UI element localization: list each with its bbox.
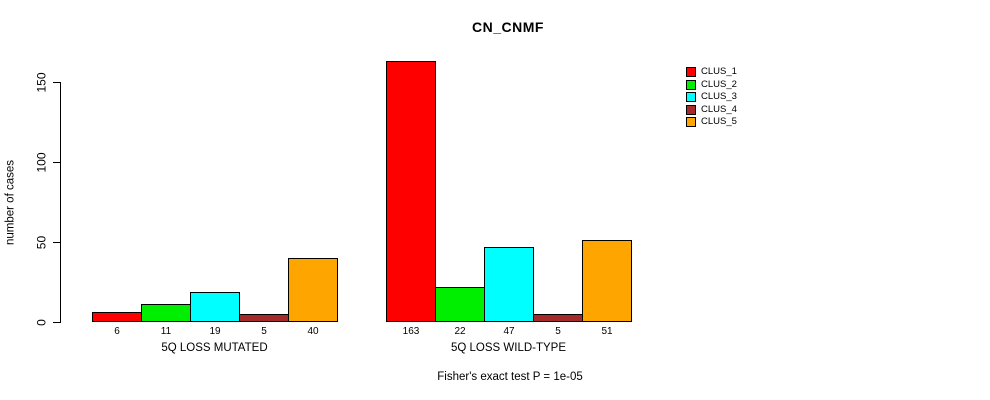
bar-value-label: 22 [454,326,466,337]
legend-swatch-clus_1 [686,67,696,77]
bar-clus_2-group1 [141,304,191,322]
bar-clus_4-group1 [239,314,289,322]
legend-swatch-clus_5 [686,117,696,127]
y-axis-tick-label: 150 [34,72,49,93]
group-label: 5Q LOSS MUTATED [161,342,268,354]
legend-swatch-clus_3 [686,92,696,102]
bar-value-label: 163 [402,326,420,337]
group-label: 5Q LOSS WILD-TYPE [450,342,567,354]
bar-value-label: 5 [555,326,561,337]
legend-swatch-clus_2 [686,80,696,90]
y-axis-label: number of cases [4,160,17,246]
chart-title: CN_CNMF [472,19,544,35]
y-axis-tick [53,162,61,163]
bar-value-label: 47 [503,326,515,337]
y-axis-line [60,82,61,323]
bar-value-label: 40 [307,326,319,337]
bar-value-label: 5 [261,326,267,337]
bar-clus_2-group2 [435,287,485,322]
legend-label-clus_2: CLUS_2 [701,79,737,90]
bar-clus_5-group2 [582,240,632,322]
bar-clus_3-group1 [190,292,240,322]
y-axis-tick-label: 50 [34,235,49,250]
fisher-test-annotation: Fisher's exact test P = 1e-05 [437,371,583,383]
bar-value-label: 19 [209,326,221,337]
y-axis-tick [53,82,61,83]
y-axis-tick [53,322,61,323]
bar-value-label: 6 [114,326,120,337]
legend-swatch-clus_4 [686,105,696,115]
bar-clus_1-group2 [386,61,436,322]
bar-value-label: 51 [601,326,613,337]
legend-label-clus_4: CLUS_4 [701,104,737,115]
y-axis-tick-label: 0 [34,319,49,326]
bar-clus_4-group2 [533,314,583,322]
legend-label-clus_5: CLUS_5 [701,116,737,127]
legend-label-clus_3: CLUS_3 [701,91,737,102]
y-axis-tick [53,242,61,243]
bar-clus_5-group1 [288,258,338,322]
bar-value-label: 11 [160,326,172,337]
bar-clus_3-group2 [484,247,534,322]
y-axis-tick-label: 100 [34,152,49,173]
legend-label-clus_1: CLUS_1 [701,66,737,77]
bar-clus_1-group1 [92,312,142,322]
